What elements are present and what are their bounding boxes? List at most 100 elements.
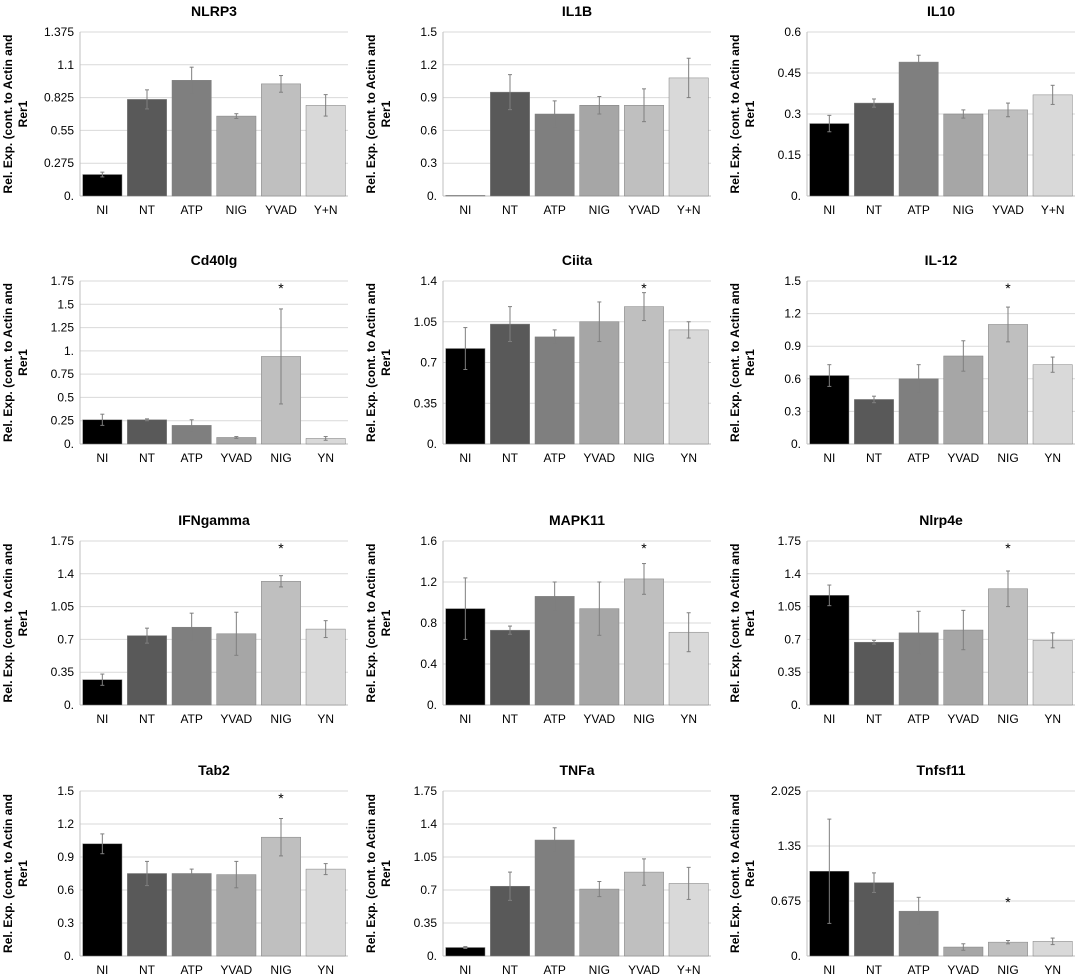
y-axis-label-line2: Rer1 xyxy=(743,100,757,127)
y-tick-label: 1.05 xyxy=(51,600,75,614)
y-tick-label: 0. xyxy=(427,949,437,963)
chart-cd40lg: 0. 0.25 0.5 0.75 1. 1.25 1.5 1.75 NI NT ATP YVAD NIG… xyxy=(1,252,348,465)
bar-ni xyxy=(82,843,123,957)
y-tick-label: 0. xyxy=(64,949,74,963)
x-tick-label: NI xyxy=(459,712,471,726)
y-tick-label: 0.75 xyxy=(51,367,75,381)
y-tick-label: 0.15 xyxy=(778,148,802,162)
bar-yn xyxy=(305,868,346,957)
x-tick-label: NIG xyxy=(270,963,291,977)
y-axis-label-line2: Rer1 xyxy=(379,609,393,636)
chart-title: IL10 xyxy=(927,3,955,19)
y-axis-label-line2: Rer1 xyxy=(743,349,757,376)
x-tick-label: NT xyxy=(502,203,519,217)
y-tick-label: 0.35 xyxy=(778,665,802,679)
chart-title: Cd40lg xyxy=(191,252,238,268)
y-axis-label: Rel. Exp. (cont. to Actin andRer1 xyxy=(364,283,393,442)
x-tick-label: YN xyxy=(317,963,334,977)
y-tick-label: 1.05 xyxy=(778,600,802,614)
y-tick-label: 0. xyxy=(791,698,801,712)
y-tick-label: 0.25 xyxy=(51,414,75,428)
x-tick-label: NI xyxy=(96,203,108,217)
y-tick-label: 0. xyxy=(791,437,801,451)
y-tick-label: 1.4 xyxy=(420,274,437,288)
y-axis-label-line2: Rer1 xyxy=(16,100,30,127)
x-tick-label: ATP xyxy=(543,451,565,465)
x-tick-label: NT xyxy=(139,451,156,465)
chart-mapk11: 0. 0.4 0.8 1.2 1.6 NI NT ATP YVAD NIG * YN MAPK11 Rel… xyxy=(364,512,711,726)
bar-yn xyxy=(1032,640,1073,706)
x-tick-label: Y+N xyxy=(1041,203,1065,217)
y-axis-label-line2: Rer1 xyxy=(16,860,30,887)
y-axis-label-line1: Rel. Exp. (cont. to Actin and xyxy=(728,35,742,194)
chart-title: MAPK11 xyxy=(549,512,605,528)
y-tick-label: 0. xyxy=(791,189,801,203)
x-tick-label: NI xyxy=(823,712,835,726)
bar-ni xyxy=(445,195,486,197)
chart-title: Tnfsf11 xyxy=(916,762,965,778)
x-tick-label: YN xyxy=(1044,712,1061,726)
y-tick-label: 1.2 xyxy=(784,307,801,321)
y-tick-label: 1.35 xyxy=(778,839,802,853)
x-tick-label: YN xyxy=(680,451,697,465)
chart-title: Tab2 xyxy=(198,762,230,778)
bar-nig xyxy=(624,306,664,445)
y-axis-label-line2: Rer1 xyxy=(16,609,30,636)
y-axis-label-line1: Rel. Exp. (cont. to Actin and xyxy=(728,544,742,703)
x-tick-label: NI xyxy=(459,963,471,977)
bar-yn xyxy=(1032,364,1073,445)
x-tick-label: YVAD xyxy=(220,963,252,977)
significance-marker: * xyxy=(1005,280,1011,296)
x-tick-label: ATP xyxy=(543,963,565,977)
bar-nt xyxy=(854,399,894,445)
y-tick-label: 1.4 xyxy=(57,567,74,581)
y-axis-label-line2: Rer1 xyxy=(379,100,393,127)
x-tick-label: Y+N xyxy=(314,203,338,217)
y-axis-label-line1: Rel. Exp. (cont. to Actin and xyxy=(364,35,378,194)
bar-nt xyxy=(127,419,167,445)
y-axis-label: Rel. Exp. (cont. to Actin andRer1 xyxy=(364,35,393,194)
bar-yvad xyxy=(261,83,301,197)
significance-marker: * xyxy=(641,280,647,296)
y-tick-label: 0.275 xyxy=(44,156,74,170)
chart-title: TNFa xyxy=(560,762,595,778)
bar-nt xyxy=(127,635,167,706)
x-tick-label: NIG xyxy=(633,712,654,726)
chart-nlrp4e: 0. 0.35 0.7 1.05 1.4 1.75 NI NT ATP YVAD NIG * YN Nlr… xyxy=(728,512,1075,726)
y-axis-label: Rel. Exp. (cont. to Actin andRer1 xyxy=(1,544,30,703)
x-tick-label: NIG xyxy=(997,963,1018,977)
y-axis-label-line1: Rel. Exp. (cont. to Actin and xyxy=(364,283,378,442)
y-tick-label: 2.025 xyxy=(771,784,801,798)
y-tick-label: 1. xyxy=(64,344,74,358)
y-tick-label: 1.2 xyxy=(420,58,437,72)
y-axis-label-line2: Rer1 xyxy=(743,860,757,887)
x-tick-label: NI xyxy=(823,963,835,977)
x-tick-label: ATP xyxy=(180,451,202,465)
y-tick-label: 0.7 xyxy=(420,356,437,370)
bar-nig xyxy=(988,588,1028,706)
x-tick-label: NT xyxy=(866,203,883,217)
x-tick-label: NI xyxy=(96,451,108,465)
y-tick-label: 0.825 xyxy=(44,91,74,105)
y-tick-label: 0.4 xyxy=(420,657,437,671)
y-tick-label: 0.9 xyxy=(57,850,74,864)
y-tick-label: 1.4 xyxy=(784,567,801,581)
bar-atp xyxy=(534,113,575,197)
x-tick-label: YVAD xyxy=(947,451,979,465)
x-tick-label: NI xyxy=(823,451,835,465)
x-tick-label: NIG xyxy=(226,203,247,217)
y-tick-label: 1.375 xyxy=(44,25,74,39)
x-tick-label: NIG xyxy=(953,203,974,217)
y-tick-label: 0.9 xyxy=(784,339,801,353)
y-axis-label-line1: Rel. Exp. (cont. to Actin and xyxy=(728,283,742,442)
bar-yn xyxy=(305,105,346,197)
chart-title: IFNgamma xyxy=(178,512,250,528)
y-tick-label: 1.75 xyxy=(414,784,438,798)
y-tick-label: 1.5 xyxy=(784,274,801,288)
bar-nig xyxy=(216,115,257,197)
chart-tnfsf11: 0. 0.675 1.35 2.025 NI NT ATP YVAD NIG * YN Tnfsf11… xyxy=(728,762,1075,977)
chart-title: NLRP3 xyxy=(191,3,237,19)
y-tick-label: 0.3 xyxy=(784,404,801,418)
bar-atp xyxy=(171,873,212,957)
